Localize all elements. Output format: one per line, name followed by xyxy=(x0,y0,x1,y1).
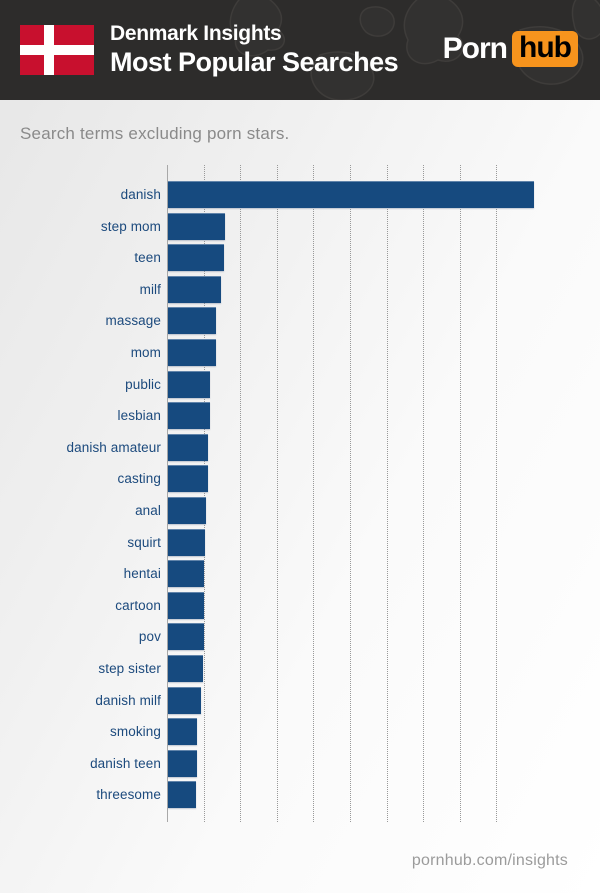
bar xyxy=(168,591,204,619)
category-label: step mom xyxy=(100,218,161,234)
bar-row: mom xyxy=(0,339,600,366)
bar xyxy=(168,275,222,303)
bar xyxy=(168,181,534,208)
bar xyxy=(168,212,225,240)
bar-row: squirt xyxy=(0,528,600,556)
header-banner: Denmark Insights Most Popular Searches P… xyxy=(0,0,600,100)
category-label: step sister xyxy=(98,661,161,676)
bar xyxy=(168,433,208,461)
bar-row: threesome xyxy=(0,781,600,809)
category-label: casting xyxy=(117,471,161,487)
logo-text-hub: hub xyxy=(512,31,578,67)
bar xyxy=(168,781,197,809)
gridline xyxy=(386,165,388,822)
category-label: anal xyxy=(135,503,161,518)
bar xyxy=(168,465,208,493)
page-subtitle-heading: Most Popular Searches xyxy=(110,47,399,77)
bar-row: anal xyxy=(0,497,600,524)
y-axis-line xyxy=(167,165,168,822)
bar-row: danish xyxy=(0,181,600,208)
pornhub-logo: Porn hub xyxy=(443,31,578,67)
bar xyxy=(168,402,211,430)
footer-url: pornhub.com/insights xyxy=(411,852,568,869)
gridline xyxy=(350,165,351,822)
category-label: teen xyxy=(134,250,161,266)
page-title: Denmark Insights xyxy=(110,22,282,45)
bar xyxy=(168,497,206,524)
gridline xyxy=(203,165,205,822)
chart-note: Search terms excluding porn stars. xyxy=(20,124,290,143)
bar-row: danish teen xyxy=(0,749,600,777)
category-label: pov xyxy=(138,629,161,645)
bar xyxy=(168,718,198,746)
bar xyxy=(168,307,217,335)
bar-row: step mom xyxy=(0,212,600,240)
bar xyxy=(168,339,216,366)
bar-row: step sister xyxy=(0,655,600,682)
bar-row: danish milf xyxy=(0,686,600,714)
bar-row: cartoon xyxy=(0,591,600,619)
logo-text-porn: Porn xyxy=(442,32,508,65)
bar-row: milf xyxy=(0,275,600,303)
bar-row: casting xyxy=(0,465,600,493)
bar-row: pov xyxy=(0,623,600,651)
gridline xyxy=(313,165,315,822)
gridline xyxy=(496,165,498,822)
bar-row: lesbian xyxy=(0,402,600,430)
category-label: squirt xyxy=(127,534,161,550)
bar-row: smoking xyxy=(0,718,600,746)
bar xyxy=(168,370,211,398)
bar xyxy=(168,528,205,556)
category-label: danish teen xyxy=(90,755,161,771)
bar-row: hentai xyxy=(0,560,600,588)
bar xyxy=(168,560,204,588)
bar xyxy=(168,655,204,682)
bar-row: massage xyxy=(0,307,600,335)
category-label: lesbian xyxy=(117,408,161,424)
bar xyxy=(168,623,204,651)
bar xyxy=(168,686,201,714)
gridline xyxy=(276,165,278,822)
bar-row: public xyxy=(0,370,600,398)
category-label: cartoon xyxy=(115,597,161,613)
bar-chart: danish step mom teen milf massage mom public le… xyxy=(0,165,600,822)
denmark-flag xyxy=(20,25,94,75)
category-label: hentai xyxy=(123,566,161,582)
category-label: danish amateur xyxy=(66,439,161,455)
category-label: mom xyxy=(130,345,161,360)
bar-row: teen xyxy=(0,244,600,272)
category-label: public xyxy=(125,376,161,392)
bar xyxy=(168,749,197,777)
gridline xyxy=(459,165,461,822)
category-label: danish xyxy=(120,187,161,202)
category-label: threesome xyxy=(96,787,161,803)
gridline xyxy=(423,165,425,822)
bar-row: danish amateur xyxy=(0,433,600,461)
category-label: danish milf xyxy=(95,692,161,708)
category-label: smoking xyxy=(110,724,161,740)
category-label: massage xyxy=(105,313,161,329)
gridline xyxy=(240,165,242,822)
category-label: milf xyxy=(139,281,161,297)
header-titles: Denmark Insights Most Popular Searches xyxy=(110,21,399,78)
bar xyxy=(168,244,224,272)
